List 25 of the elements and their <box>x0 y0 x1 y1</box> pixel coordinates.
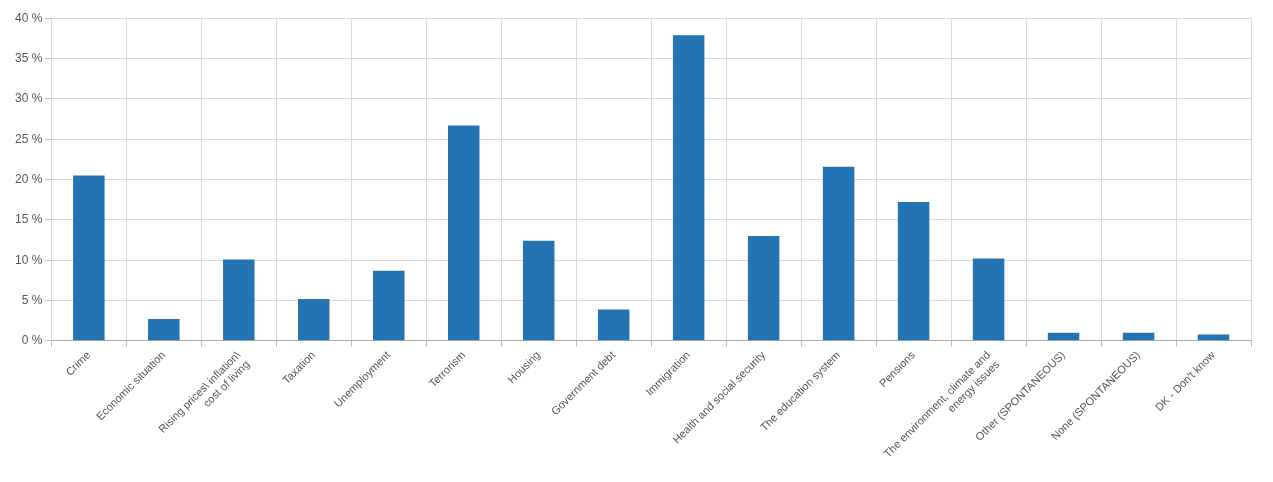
bar <box>522 240 555 341</box>
bar <box>1122 332 1155 341</box>
bar <box>972 258 1005 341</box>
y-tick-label: 15 % <box>14 212 43 227</box>
y-tick-label: 5 % <box>21 292 43 307</box>
y-tick-label: 0 % <box>21 333 43 348</box>
bar <box>73 175 105 341</box>
y-tick-label: 40 % <box>14 10 43 25</box>
bar <box>148 319 180 341</box>
bar <box>822 166 855 341</box>
bar <box>897 202 930 341</box>
bar <box>1047 332 1080 341</box>
bar <box>672 35 705 341</box>
bar <box>373 270 405 341</box>
bar <box>223 259 255 341</box>
y-tick-label: 10 % <box>14 252 43 267</box>
bar <box>747 236 780 341</box>
y-tick-label: 30 % <box>14 91 43 106</box>
bar <box>298 298 330 341</box>
bar <box>597 309 630 341</box>
y-tick-label: 20 % <box>14 171 43 186</box>
bar <box>447 125 480 341</box>
y-tick-label: 25 % <box>14 131 43 146</box>
y-tick-label: 35 % <box>14 50 43 65</box>
bar <box>1197 334 1230 341</box>
